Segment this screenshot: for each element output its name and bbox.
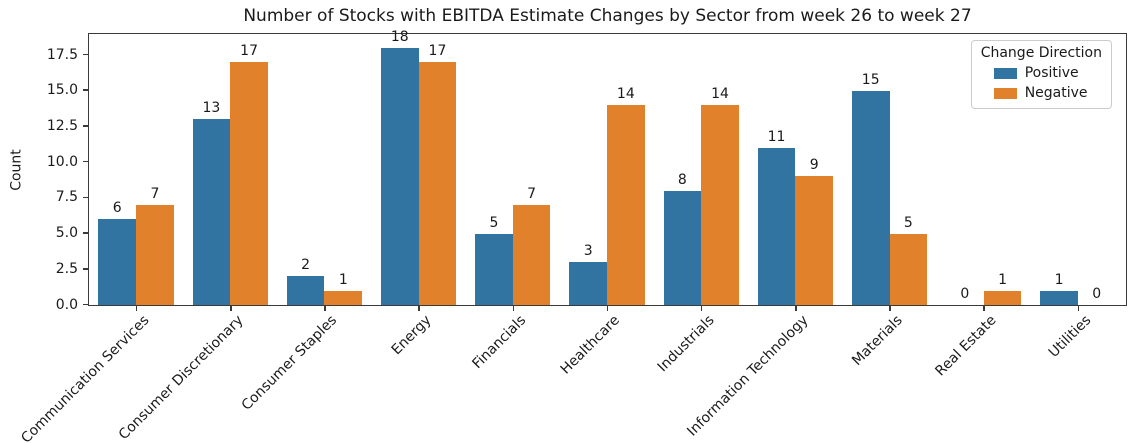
y-tick bbox=[83, 53, 88, 56]
legend-item-positive: Positive bbox=[981, 65, 1102, 81]
bar-value-label: 14 bbox=[711, 86, 729, 102]
y-tick bbox=[83, 160, 88, 163]
bar-value-label: 2 bbox=[301, 257, 311, 274]
bar-negative-9 bbox=[983, 290, 1022, 305]
y-tick-label: 10.0 bbox=[46, 153, 78, 170]
bar-positive-1 bbox=[192, 119, 231, 305]
bar-value-label: 18 bbox=[390, 28, 409, 45]
x-tick-label: Healthcare bbox=[557, 312, 624, 378]
bar-negative-1 bbox=[230, 62, 268, 305]
y-tick-label: 0.0 bbox=[55, 296, 78, 313]
y-tick bbox=[83, 232, 88, 234]
y-tick bbox=[83, 268, 88, 270]
chart-title: Number of Stocks with EBITDA Estimate Ch… bbox=[243, 6, 972, 26]
y-tick-label: 15.0 bbox=[46, 82, 78, 99]
bar-value-label: 1 bbox=[998, 271, 1008, 288]
y-tick-label: 7.5 bbox=[55, 189, 78, 206]
bar-positive-8 bbox=[851, 90, 890, 305]
legend-swatch-negative bbox=[993, 87, 1017, 99]
bar-positive-4 bbox=[475, 233, 513, 305]
legend-label-negative: Negative bbox=[1024, 85, 1088, 101]
bar-value-label: 8 bbox=[677, 171, 687, 188]
bar-value-label: 15 bbox=[861, 71, 880, 88]
x-tick-label: Materials bbox=[848, 312, 906, 369]
bar-value-label: 11 bbox=[767, 128, 786, 145]
bar-positive-5 bbox=[569, 262, 607, 305]
legend-label-positive: Positive bbox=[1024, 65, 1079, 81]
y-tick-label: 5.0 bbox=[55, 225, 78, 242]
y-tick-label: 12.5 bbox=[46, 117, 78, 134]
x-tick bbox=[230, 306, 232, 311]
bar-positive-6 bbox=[663, 190, 702, 305]
x-tick bbox=[889, 306, 891, 311]
x-tick bbox=[1077, 306, 1080, 311]
bar-value-label: 3 bbox=[583, 243, 593, 260]
legend: Change Direction Positive Negative bbox=[970, 40, 1112, 109]
plot-area: 6 13 2 18 5 3 8 11 15 0 1 7 17 1 17 7 14 14 9 5 1 0 bbox=[88, 28, 1127, 306]
bar-value-label: 17 bbox=[240, 43, 259, 60]
bar-positive-10 bbox=[1040, 290, 1078, 305]
bar-value-label: 1 bbox=[338, 271, 348, 288]
bar-value-label: 7 bbox=[527, 186, 537, 202]
bar-value-label: 0 bbox=[960, 286, 970, 302]
x-tick-label: Financials bbox=[469, 312, 529, 373]
bar-negative-7 bbox=[795, 176, 834, 305]
y-tick bbox=[83, 125, 88, 127]
legend-item-negative: Negative bbox=[981, 85, 1102, 101]
bar-positive-0 bbox=[98, 219, 137, 305]
x-tick bbox=[983, 306, 985, 311]
y-tick bbox=[83, 303, 88, 306]
x-tick bbox=[700, 306, 703, 311]
x-tick-label: Utilities bbox=[1045, 312, 1095, 361]
bar-negative-2 bbox=[324, 290, 363, 305]
bar-value-label: 5 bbox=[489, 214, 499, 231]
bar-value-label: 1 bbox=[1054, 271, 1064, 288]
x-tick-label: Industrials bbox=[654, 312, 718, 376]
bar-value-label: 9 bbox=[809, 157, 819, 174]
bar-value-label: 5 bbox=[903, 214, 913, 231]
bar-value-label: 13 bbox=[202, 100, 221, 117]
bar-negative-8 bbox=[889, 233, 928, 305]
x-tick-label: Energy bbox=[388, 312, 435, 359]
bar-negative-4 bbox=[512, 205, 551, 305]
legend-swatch-positive bbox=[993, 67, 1017, 79]
bar-value-label: 0 bbox=[1092, 286, 1102, 302]
y-tick bbox=[83, 196, 88, 199]
y-tick-label: 2.5 bbox=[55, 260, 78, 277]
x-tick-label: Consumer Staples bbox=[239, 312, 341, 414]
bar-negative-5 bbox=[607, 105, 645, 305]
x-tick bbox=[795, 306, 797, 311]
bar-negative-6 bbox=[701, 105, 739, 305]
bar-value-label: 7 bbox=[150, 186, 160, 202]
bar-value-label: 6 bbox=[112, 200, 122, 217]
bar-positive-7 bbox=[757, 147, 796, 305]
bar-positive-3 bbox=[380, 47, 419, 305]
y-axis-label: Count bbox=[8, 149, 25, 191]
x-tick bbox=[324, 306, 326, 311]
x-tick bbox=[512, 306, 515, 311]
bar-positive-2 bbox=[286, 276, 325, 305]
y-tick bbox=[83, 89, 88, 91]
bar-negative-3 bbox=[418, 62, 457, 305]
bar-negative-0 bbox=[136, 205, 174, 305]
x-tick bbox=[418, 306, 420, 311]
bar-value-label: 14 bbox=[616, 86, 635, 102]
x-tick-label: Real Estate bbox=[932, 312, 1000, 380]
x-tick bbox=[135, 306, 138, 311]
y-tick-label: 17.5 bbox=[46, 46, 78, 63]
legend-title: Change Direction bbox=[980, 45, 1102, 61]
bar-value-label: 17 bbox=[428, 43, 447, 60]
x-tick bbox=[606, 306, 609, 311]
